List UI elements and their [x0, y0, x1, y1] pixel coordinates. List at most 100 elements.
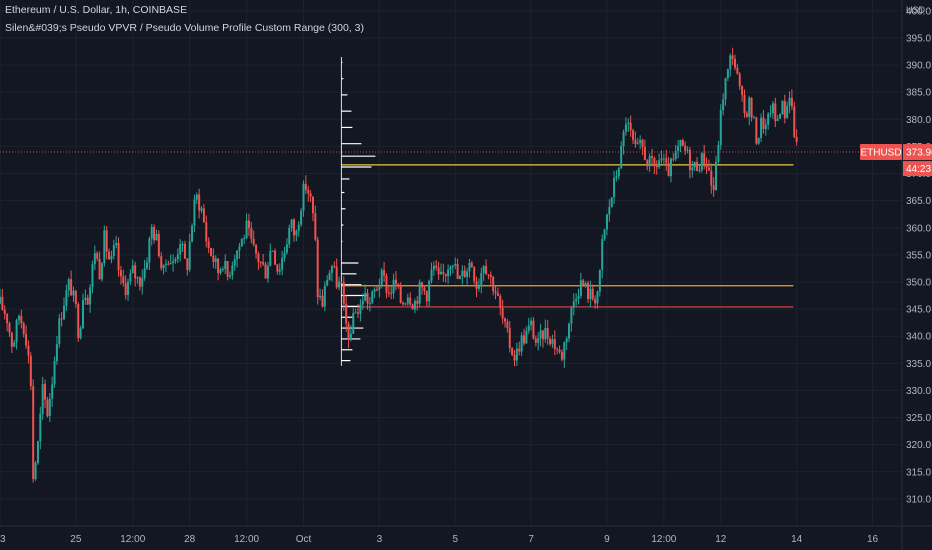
candle-body [482, 266, 485, 273]
countdown-tag-label: 44:23 [906, 164, 931, 175]
indicator-title[interactable]: Silen&#039;s Pseudo VPVR / Pseudo Volume… [5, 22, 364, 34]
time-axis[interactable]: 23 25 12:00 28 12:00 Oct 3 5 7 9 12:00 12 14 16 [0, 525, 932, 545]
candle-body [293, 219, 295, 236]
countdown-tag [903, 161, 932, 177]
candle-body [558, 349, 561, 353]
candle-body [406, 297, 409, 304]
candle-body [153, 226, 156, 241]
y-tick-label: 395.0 [906, 33, 931, 44]
candle-body [707, 167, 710, 171]
candle-body [89, 287, 92, 305]
candle-body [477, 286, 480, 289]
candle-body [119, 270, 122, 277]
candle-body [1, 296, 4, 310]
candle-body [738, 73, 741, 87]
candle-body [570, 307, 573, 324]
candle-body [568, 323, 571, 339]
candle-body [247, 220, 250, 229]
candle-body [295, 230, 298, 236]
candle-body [506, 321, 509, 328]
candle-body [321, 295, 324, 307]
candle-body [741, 86, 744, 96]
candle-body [613, 177, 616, 198]
candle-body [231, 265, 234, 276]
candle-body [582, 280, 585, 286]
candle-body [262, 262, 265, 265]
candle-body [77, 304, 80, 339]
x-tick-label: 28 [184, 534, 196, 545]
candle-body [326, 280, 329, 286]
candle-body [793, 106, 796, 137]
candle-body [169, 263, 172, 265]
candle-body [39, 413, 42, 442]
candle-body [53, 361, 56, 385]
candle-body [311, 196, 314, 214]
x-tick-label: 14 [791, 534, 803, 545]
y-tick-label: 355.0 [906, 250, 931, 261]
candle-body [610, 197, 613, 208]
candle-body [195, 194, 198, 200]
candle-body [143, 268, 146, 278]
candle-body [34, 462, 37, 480]
candle-body [435, 265, 438, 268]
candle-body [549, 338, 552, 345]
candle-body [525, 330, 528, 344]
candle-body [96, 253, 99, 259]
candle-body [563, 342, 566, 360]
candle-body [115, 243, 118, 246]
candle-body [214, 258, 217, 262]
y-tick-label: 335.0 [906, 359, 931, 370]
candle-body [700, 153, 703, 171]
candle-body [103, 230, 106, 264]
candle-body [499, 295, 502, 308]
candle-body [513, 355, 516, 361]
candle-body [179, 244, 182, 255]
candle-body [207, 241, 210, 249]
candle-body [32, 386, 35, 480]
candle-body [236, 250, 239, 260]
x-tick-label: 3 [377, 534, 383, 545]
candle-body [440, 271, 442, 275]
candle-body [276, 264, 279, 272]
candle-body [378, 286, 381, 290]
candle-body [245, 220, 248, 239]
candle-body [134, 265, 137, 279]
y-tick-label: 325.0 [906, 413, 931, 424]
candle-body [466, 271, 469, 278]
candle-body [271, 250, 274, 252]
candle-body [404, 303, 407, 305]
candle-body [643, 146, 646, 161]
candle-body [444, 273, 447, 277]
y-tick-label: 365.0 [906, 196, 931, 207]
candle-body [226, 261, 229, 277]
candle-body [724, 78, 727, 100]
candle-body [380, 270, 383, 287]
candle-body [530, 320, 533, 326]
candle-body [91, 264, 94, 288]
candle-body [767, 113, 770, 125]
candle-body [67, 279, 70, 291]
candle-body [527, 325, 530, 331]
candle-body [86, 297, 89, 305]
candle-body [672, 158, 675, 160]
candle-body [141, 277, 144, 287]
candle-body [620, 146, 623, 169]
candle-body [504, 318, 507, 322]
candle-body [359, 304, 362, 314]
candle-body [757, 137, 760, 144]
candle-body [15, 320, 18, 343]
candle-body [13, 342, 16, 347]
candle-body [281, 258, 284, 270]
candle-body [200, 208, 203, 211]
candle-body [354, 312, 357, 314]
candle-body [715, 161, 718, 190]
candle-body [771, 103, 774, 114]
candle-body [539, 330, 542, 339]
x-tick-label: Oct [296, 534, 312, 545]
candle-body [458, 276, 461, 279]
candle-body [783, 100, 786, 119]
candle-body [712, 185, 715, 190]
symbol-title[interactable]: Ethereum / U.S. Dollar, 1h, COINBASE [5, 4, 188, 16]
candle-body [269, 251, 272, 267]
